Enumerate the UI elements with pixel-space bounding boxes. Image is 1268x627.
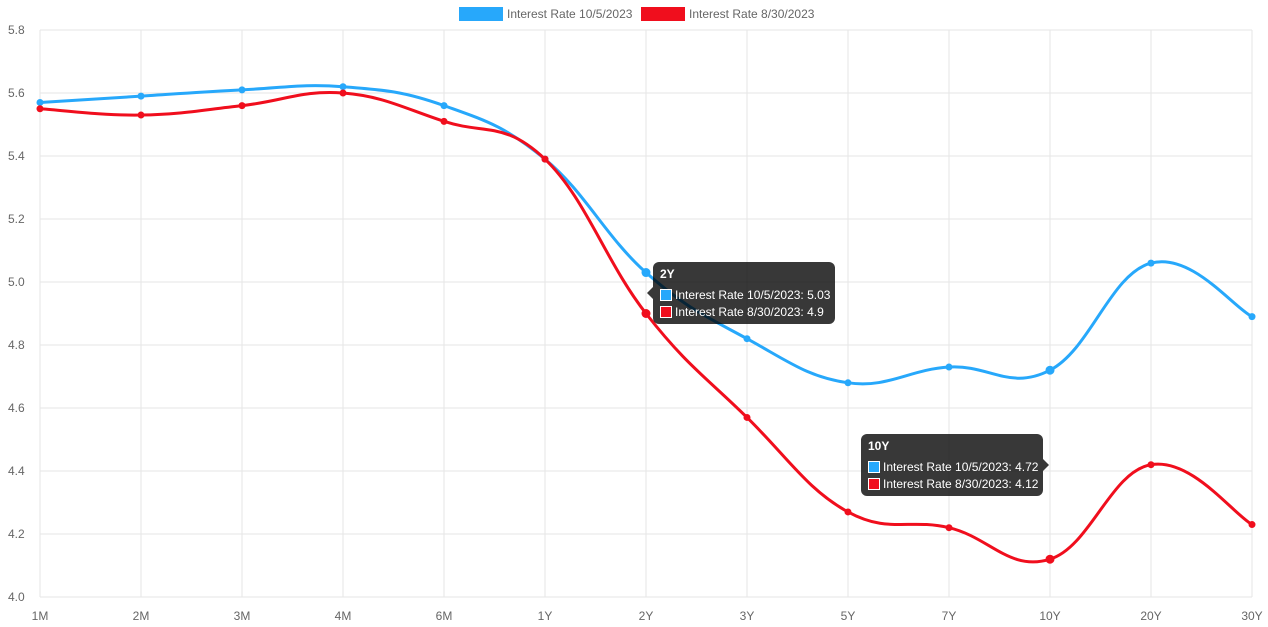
data-point[interactable] xyxy=(339,89,347,97)
axis-layer: 4.0 4.2 4.4 4.6 4.8 5.0 5.2 5.4 5.6 5.8 1M 2M 3M 4M 6M… xyxy=(8,23,1263,623)
y-tick-label: 4.0 xyxy=(8,590,25,604)
y-tick-label: 5.0 xyxy=(8,275,25,289)
y-tick-label: 5.4 xyxy=(8,149,25,163)
y-tick-label: 4.2 xyxy=(8,527,25,541)
x-tick-label: 1Y xyxy=(538,609,553,623)
data-point[interactable] xyxy=(844,508,852,516)
data-point[interactable] xyxy=(36,105,44,113)
legend[interactable]: Interest Rate 10/5/2023 Interest Rate 8/3… xyxy=(459,7,815,21)
legend-item-0[interactable]: Interest Rate 10/5/2023 xyxy=(459,7,633,21)
x-tick-label: 5Y xyxy=(841,609,856,623)
tooltip-row-label: Interest Rate 10/5/2023: 4.72 xyxy=(883,460,1039,474)
y-tick-label: 4.8 xyxy=(8,338,25,352)
x-tick-label: 10Y xyxy=(1039,609,1060,623)
data-point[interactable] xyxy=(743,413,751,421)
data-point[interactable] xyxy=(137,92,145,100)
data-point[interactable] xyxy=(1147,461,1155,469)
tooltip-caret xyxy=(647,287,653,299)
tooltip-title: 2Y xyxy=(660,267,675,281)
data-point[interactable] xyxy=(844,379,852,387)
tooltip-10y: 10Y Interest Rate 10/5/2023: 4.72 Intere… xyxy=(861,434,1049,496)
x-tick-label: 1M xyxy=(32,609,49,623)
data-point[interactable] xyxy=(945,363,953,371)
x-tick-label: 20Y xyxy=(1140,609,1161,623)
tooltip-row: Interest Rate 8/30/2023: 4.9 xyxy=(660,305,828,319)
legend-label: Interest Rate 10/5/2023 xyxy=(507,7,633,21)
y-tick-label: 4.6 xyxy=(8,401,25,415)
series-swatch-red xyxy=(868,478,880,490)
data-point[interactable] xyxy=(1248,313,1256,321)
data-point[interactable] xyxy=(238,102,246,110)
tooltip-row: Interest Rate 10/5/2023: 4.72 xyxy=(868,460,1039,474)
data-point[interactable] xyxy=(1045,554,1055,564)
y-tick-label: 4.4 xyxy=(8,464,25,478)
tooltip-row-label: Interest Rate 8/30/2023: 4.9 xyxy=(675,305,824,319)
data-point[interactable] xyxy=(339,83,347,91)
data-point[interactable] xyxy=(137,111,145,119)
y-tick-label: 5.2 xyxy=(8,212,25,226)
data-point[interactable] xyxy=(541,155,549,163)
data-point[interactable] xyxy=(1045,365,1055,375)
data-point[interactable] xyxy=(743,335,751,343)
tooltip-row: Interest Rate 10/5/2023: 5.03 xyxy=(660,288,831,302)
legend-item-1[interactable]: Interest Rate 8/30/2023 xyxy=(641,7,815,21)
tooltip-row-label: Interest Rate 8/30/2023: 4.12 xyxy=(883,477,1039,491)
data-point[interactable] xyxy=(36,98,44,106)
series-swatch-blue xyxy=(660,289,672,301)
data-point[interactable] xyxy=(440,117,448,125)
series-swatch-red xyxy=(660,306,672,318)
tooltip-2y: 2Y Interest Rate 10/5/2023: 5.03 Interes… xyxy=(647,262,835,324)
x-tick-label: 6M xyxy=(436,609,453,623)
data-point[interactable] xyxy=(641,268,651,278)
data-point[interactable] xyxy=(238,86,246,94)
x-tick-label: 30Y xyxy=(1241,609,1262,623)
tooltip-caret xyxy=(1043,459,1049,471)
y-tick-label: 5.8 xyxy=(8,23,25,37)
legend-label: Interest Rate 8/30/2023 xyxy=(689,7,815,21)
legend-swatch xyxy=(641,7,685,21)
x-tick-label: 7Y xyxy=(942,609,957,623)
legend-swatch xyxy=(459,7,503,21)
data-point[interactable] xyxy=(1248,521,1256,529)
x-tick-label: 4M xyxy=(335,609,352,623)
series-layer xyxy=(36,83,1256,564)
x-tick-label: 3Y xyxy=(740,609,755,623)
x-tick-label: 3M xyxy=(234,609,251,623)
tooltip-row: Interest Rate 8/30/2023: 4.12 xyxy=(868,477,1039,491)
series-swatch-blue xyxy=(868,461,880,473)
tooltip-title: 10Y xyxy=(868,439,890,453)
data-point[interactable] xyxy=(945,524,953,532)
x-tick-label: 2Y xyxy=(639,609,654,623)
data-point[interactable] xyxy=(641,309,651,318)
data-point[interactable] xyxy=(440,102,448,110)
y-tick-label: 5.6 xyxy=(8,86,25,100)
data-point[interactable] xyxy=(1147,259,1155,267)
x-tick-label: 2M xyxy=(133,609,150,623)
tooltip-row-label: Interest Rate 10/5/2023: 5.03 xyxy=(675,288,831,302)
